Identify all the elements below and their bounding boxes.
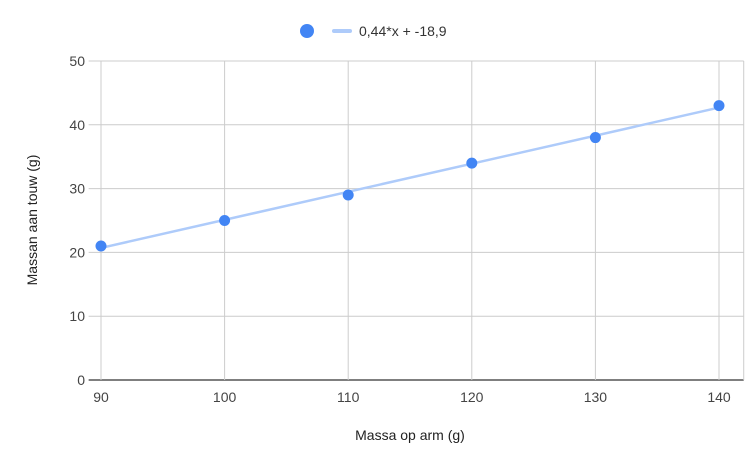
x-tick-label: 110 <box>337 389 360 405</box>
legend: 0,44*x + -18,9 <box>300 23 447 39</box>
grid <box>88 60 745 381</box>
y-tick-label: 30 <box>69 181 85 197</box>
y-tick-label: 20 <box>69 244 85 260</box>
x-tick-label: 130 <box>584 389 608 405</box>
legend-label-trendline: 0,44*x + -18,9 <box>359 23 447 39</box>
y-tick-label: 10 <box>69 308 85 324</box>
x-axis-ticks: 90 100 110 120 130 140 <box>93 389 731 405</box>
y-tick-label: 0 <box>77 372 85 388</box>
data-point <box>219 215 231 226</box>
y-tick-label: 50 <box>69 53 85 69</box>
y-axis-ticks: 0 10 20 30 40 50 <box>69 53 85 388</box>
data-point <box>589 132 601 144</box>
x-tick-label: 140 <box>707 389 731 405</box>
trendline-group <box>99 106 721 250</box>
data-points <box>95 100 725 252</box>
x-tick-label: 100 <box>213 389 237 405</box>
y-axis-title: Massan aan touw (g) <box>24 155 40 286</box>
data-point <box>713 100 725 112</box>
x-axis-title: Massa op arm (g) <box>355 427 465 443</box>
x-tick-label: 90 <box>93 389 109 405</box>
data-point <box>342 189 354 201</box>
data-point <box>95 240 107 252</box>
trendline <box>99 106 721 250</box>
legend-marker-points <box>300 24 314 38</box>
data-point <box>466 157 478 169</box>
x-tick-label: 120 <box>460 389 484 405</box>
y-tick-label: 40 <box>69 117 85 133</box>
